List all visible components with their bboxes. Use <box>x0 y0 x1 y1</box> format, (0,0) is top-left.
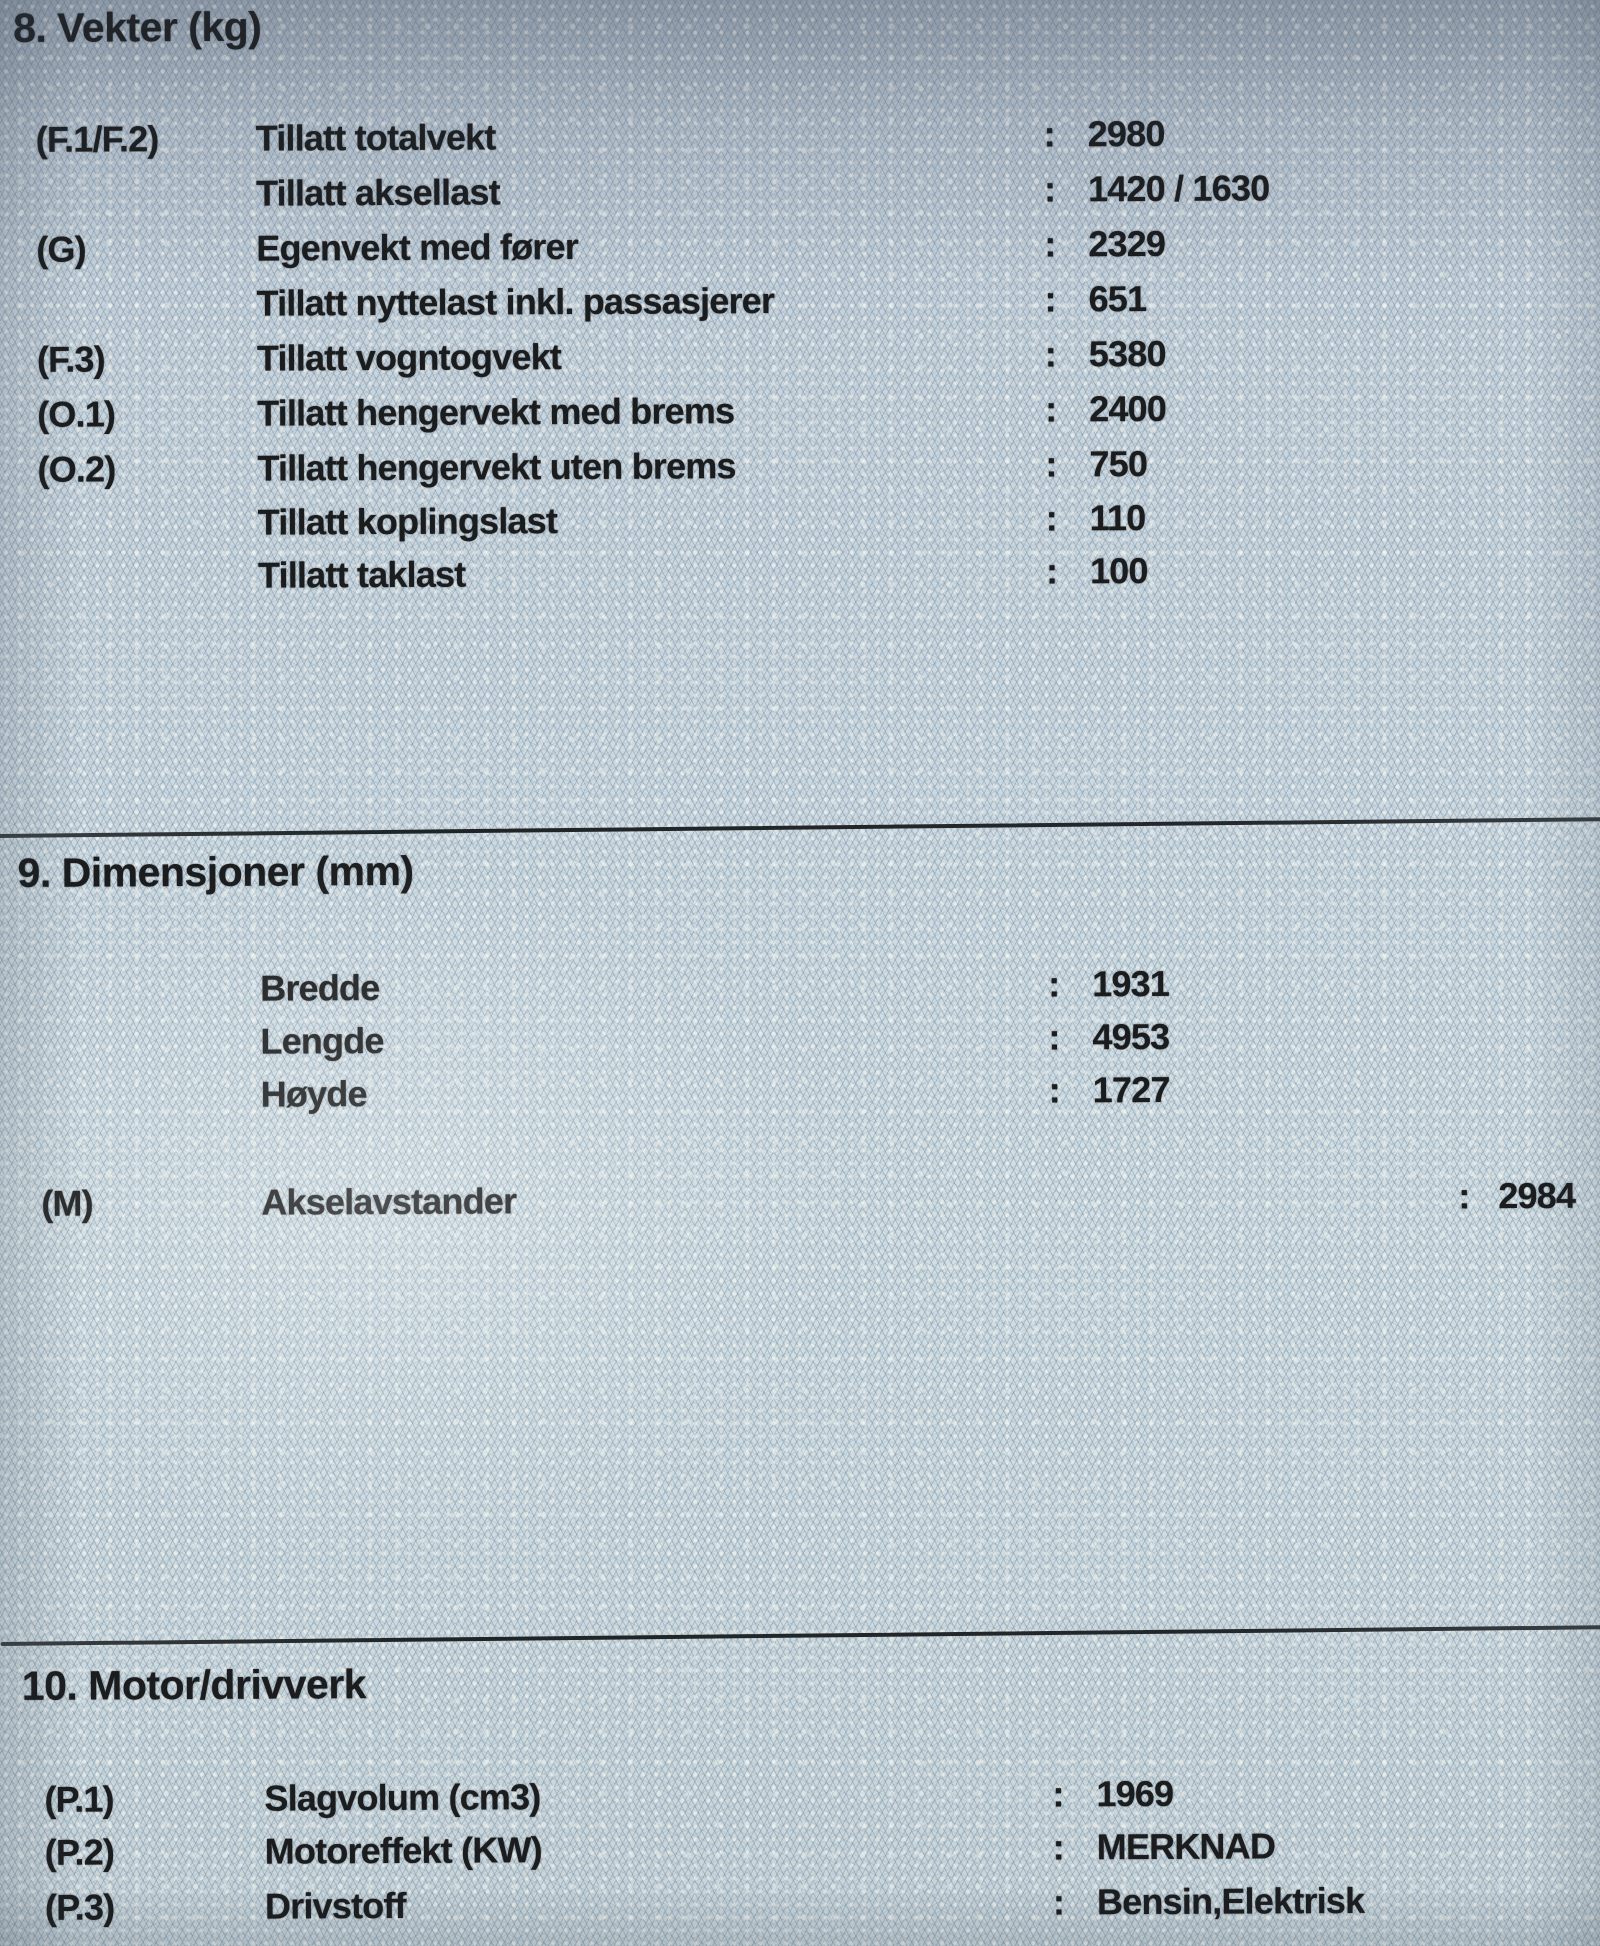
row-value: 2329 <box>1088 222 1166 265</box>
row-colon: : <box>1044 278 1056 320</box>
row-colon: : <box>1052 1773 1064 1815</box>
row-value: Bensin,Elektrisk <box>1096 1879 1365 1923</box>
row-code: (O.1) <box>37 393 116 435</box>
row-colon: : <box>1044 333 1057 375</box>
row-code: (F.1/F.2) <box>35 118 159 160</box>
row-value: 2984 <box>1498 1174 1576 1217</box>
row-colon: : <box>1052 1881 1065 1923</box>
row-value: 2980 <box>1087 112 1165 155</box>
row-label: Tillatt koplingslast <box>257 500 558 543</box>
table-row: (G) Egenvekt med fører : 2329 <box>1 220 1600 274</box>
table-row: Tillatt aksellast : 1420 / 1630 <box>1 165 1600 219</box>
table-row: Bredde : 1931 <box>5 960 1600 1014</box>
section-9-heading: 9. Dimensjoner (mm) <box>17 847 414 896</box>
table-row: (P.3) Drivstoff : Bensin,Elektrisk <box>10 1878 1600 1932</box>
row-code: (G) <box>36 228 87 270</box>
table-row: (P.1) Slagvolum (cm3) : 1969 <box>9 1770 1600 1824</box>
row-value: 651 <box>1088 278 1147 320</box>
table-row: Lengde : 4953 <box>5 1013 1600 1067</box>
row-label: Bredde <box>260 967 380 1009</box>
row-label: Egenvekt med fører <box>256 225 579 269</box>
section-divider <box>0 1625 1600 1646</box>
row-colon: : <box>1048 1069 1061 1111</box>
row-label: Motoreffekt (KW) <box>264 1829 542 1872</box>
row-colon: : <box>1052 1826 1064 1868</box>
table-row: Tillatt koplingslast : 110 <box>3 494 1600 548</box>
row-colon: : <box>1458 1175 1470 1217</box>
table-row: (F.3) Tillatt vogntogvekt : 5380 <box>2 330 1600 384</box>
row-label: Høyde <box>260 1073 367 1115</box>
row-code: (P.1) <box>44 1778 114 1820</box>
row-colon: : <box>1048 1016 1060 1058</box>
row-label: Lengde <box>260 1020 384 1062</box>
row-label: Tillatt aksellast <box>255 171 500 214</box>
row-colon: : <box>1043 168 1056 210</box>
row-label: Tillatt hengervekt med brems <box>257 390 735 434</box>
row-value: 110 <box>1089 497 1146 539</box>
row-colon: : <box>1044 223 1056 265</box>
row-label: Tillatt totalvekt <box>255 116 496 159</box>
row-code: (F.3) <box>36 338 106 380</box>
row-label: Drivstoff <box>264 1884 406 1927</box>
row-value: 750 <box>1089 443 1148 485</box>
section-8-heading: 8. Vekter (kg) <box>13 3 262 51</box>
table-row: Høyde : 1727 <box>6 1066 1600 1120</box>
row-colon: : <box>1043 113 1056 155</box>
section-divider <box>0 817 1600 838</box>
row-value: MERKNAD <box>1096 1825 1276 1868</box>
table-row: (O.1) Tillatt hengervekt med brems : 240… <box>2 385 1600 439</box>
row-label: Tillatt taklast <box>257 553 466 596</box>
row-label: Akselavstander <box>261 1180 517 1223</box>
row-label: Tillatt nyttelast inkl. passasjerer <box>256 279 775 324</box>
row-colon: : <box>1045 550 1058 592</box>
row-value: 1931 <box>1092 962 1170 1005</box>
row-code: (M) <box>41 1182 93 1224</box>
table-row: (O.2) Tillatt hengervekt uten brems : 75… <box>2 440 1600 494</box>
row-label: Tillatt hengervekt uten brems <box>257 445 736 489</box>
table-row: (P.2) Motoreffekt (KW) : MERKNAD <box>10 1823 1600 1877</box>
row-code: (P.3) <box>44 1886 115 1928</box>
table-row: Tillatt nyttelast inkl. passasjerer : 65… <box>1 275 1600 329</box>
row-code: (O.2) <box>37 448 116 490</box>
row-label: Slagvolum (cm3) <box>264 1776 541 1819</box>
row-value: 4953 <box>1092 1015 1170 1058</box>
row-value: 100 <box>1089 549 1148 592</box>
section-10-heading: 10. Motor/drivverk <box>21 1661 367 1709</box>
table-row: (M) Akselavstander : 2984 <box>6 1174 1600 1228</box>
row-value: 2400 <box>1089 387 1167 430</box>
row-colon: : <box>1045 388 1057 430</box>
row-value: 1969 <box>1096 1772 1174 1815</box>
table-row: (F.1/F.2) Tillatt totalvekt : 2980 <box>1 110 1600 164</box>
row-colon: : <box>1045 443 1057 485</box>
row-colon: : <box>1048 963 1060 1005</box>
row-value: 1420 / 1630 <box>1087 167 1270 210</box>
row-code: (P.2) <box>44 1831 115 1873</box>
row-label: Tillatt vogntogvekt <box>256 336 562 379</box>
row-value: 5380 <box>1088 332 1166 375</box>
row-colon: : <box>1045 497 1058 539</box>
table-row: Tillatt taklast : 100 <box>3 547 1600 601</box>
row-value: 1727 <box>1092 1068 1170 1111</box>
